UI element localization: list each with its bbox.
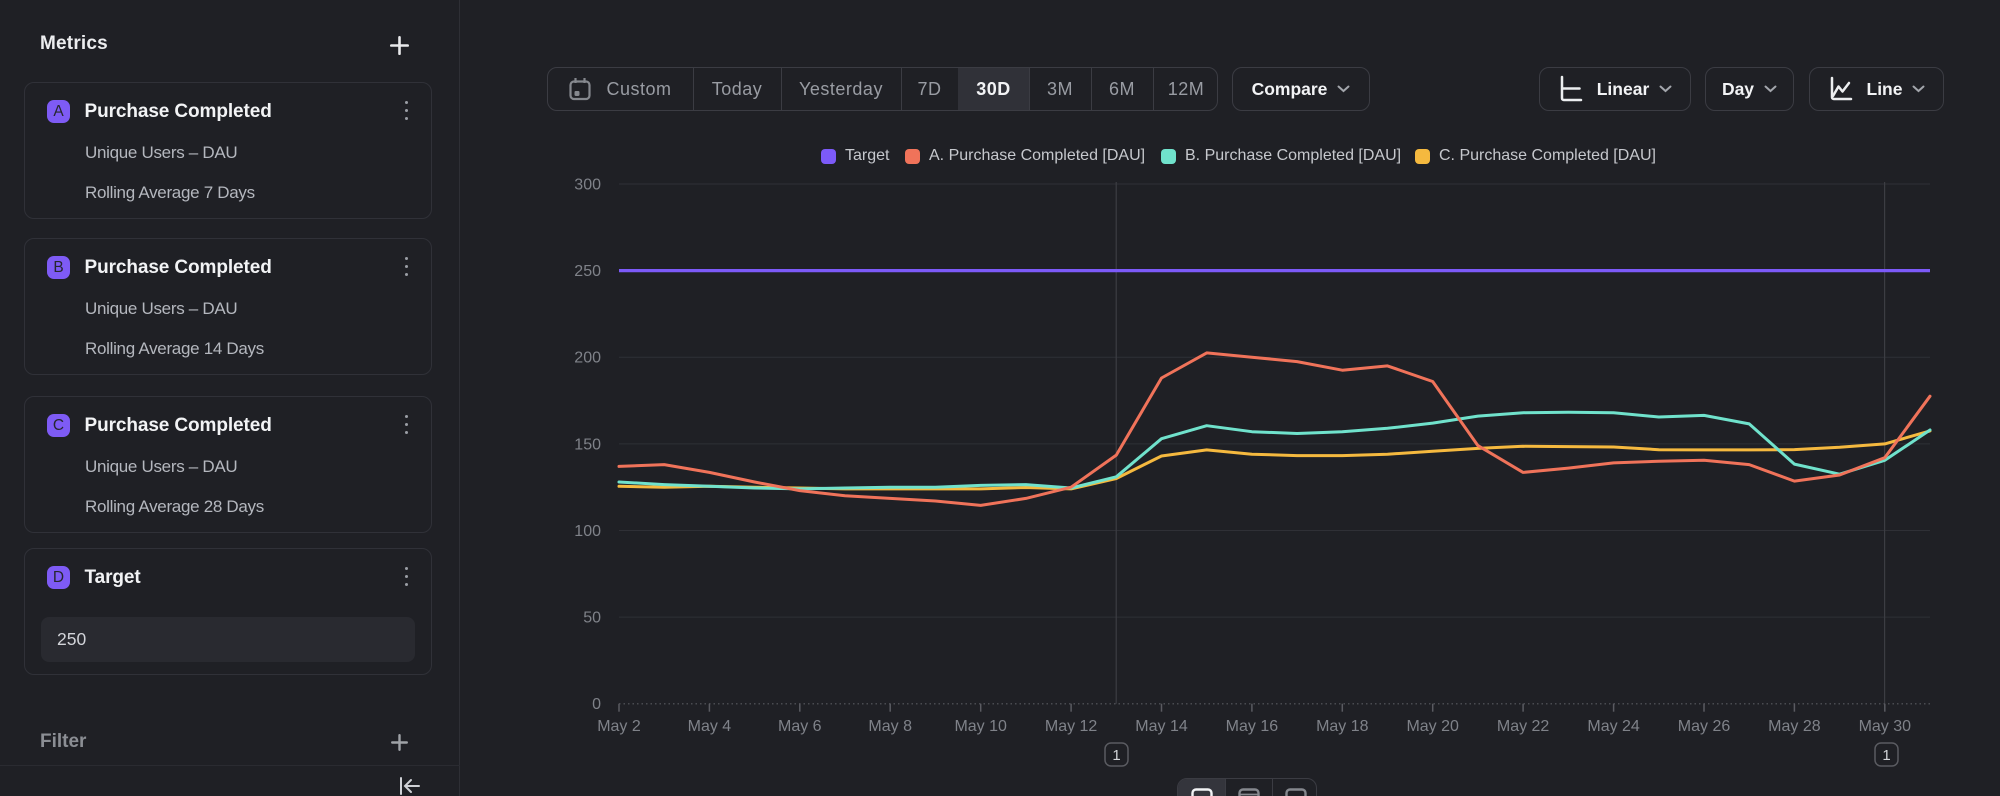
svg-text:May 26: May 26: [1678, 718, 1731, 735]
svg-text:300: 300: [574, 177, 601, 194]
svg-text:May 6: May 6: [778, 718, 822, 735]
svg-text:100: 100: [574, 523, 601, 540]
svg-text:May 24: May 24: [1587, 718, 1640, 735]
svg-text:May 18: May 18: [1316, 718, 1369, 735]
svg-text:50: 50: [583, 610, 601, 627]
svg-text:May 8: May 8: [868, 718, 912, 735]
svg-text:1: 1: [1882, 747, 1890, 764]
svg-text:May 16: May 16: [1226, 718, 1279, 735]
svg-text:150: 150: [574, 436, 601, 453]
svg-text:May 14: May 14: [1135, 718, 1188, 735]
svg-text:0: 0: [592, 696, 601, 713]
svg-text:May 30: May 30: [1859, 718, 1912, 735]
svg-text:May 22: May 22: [1497, 718, 1550, 735]
svg-text:May 4: May 4: [688, 718, 732, 735]
svg-text:1: 1: [1112, 747, 1120, 764]
svg-text:May 12: May 12: [1045, 718, 1098, 735]
svg-text:May 28: May 28: [1768, 718, 1821, 735]
svg-text:May 10: May 10: [954, 718, 1007, 735]
svg-text:May 20: May 20: [1406, 718, 1459, 735]
svg-text:250: 250: [574, 263, 601, 280]
svg-text:200: 200: [574, 350, 601, 367]
svg-text:May 2: May 2: [597, 718, 641, 735]
